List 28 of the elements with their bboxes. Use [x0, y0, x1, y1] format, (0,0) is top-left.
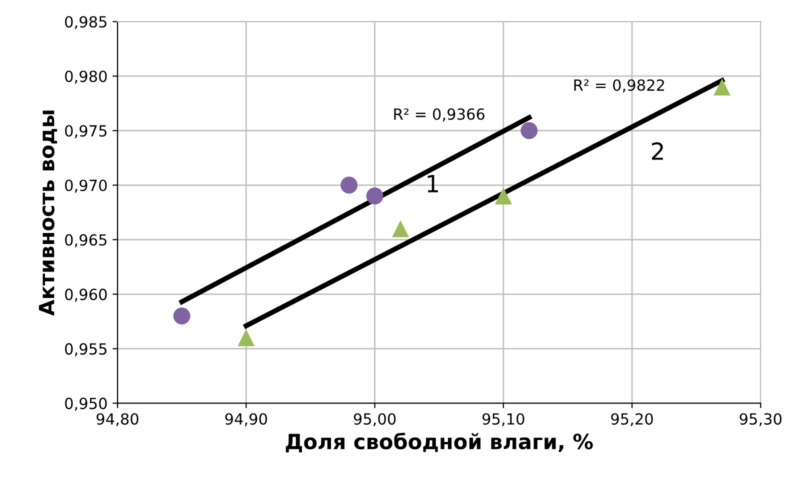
x-tick-label: 95,00	[354, 413, 396, 426]
annotation: R² = 0,9822	[574, 79, 664, 92]
x-tick-label: 95,10	[482, 413, 524, 426]
x-tick-label: 94,90	[225, 413, 267, 426]
x-tick-label: 95,20	[611, 413, 653, 426]
y-tick-label: 0,960	[65, 288, 107, 302]
y-tick-label: 0,975	[65, 125, 106, 138]
point	[340, 176, 358, 194]
point	[494, 188, 512, 205]
annotation: 1	[428, 174, 438, 192]
point	[714, 78, 731, 96]
x-tick-label: 94,80	[96, 413, 138, 426]
x-axis-title: Доля свободной влаги, %	[286, 432, 593, 452]
annotation: R² = 0,9366	[394, 108, 484, 122]
y-tick-label: 0,970	[65, 180, 107, 193]
point	[392, 220, 409, 238]
y-axis-title: Активность воды	[38, 110, 58, 316]
y-tick-label: 0,980	[65, 70, 107, 84]
point	[520, 122, 538, 140]
x-tick-label: 95,30	[740, 413, 782, 426]
point	[238, 329, 255, 346]
point	[366, 188, 384, 205]
y-tick-label: 0,955	[65, 343, 106, 356]
y-tick-label: 0,950	[65, 398, 107, 411]
point	[173, 307, 190, 324]
y-tick-label: 0,965	[65, 234, 106, 248]
y-tick-label: 0,985	[65, 16, 106, 30]
annotation: 2	[652, 142, 663, 160]
